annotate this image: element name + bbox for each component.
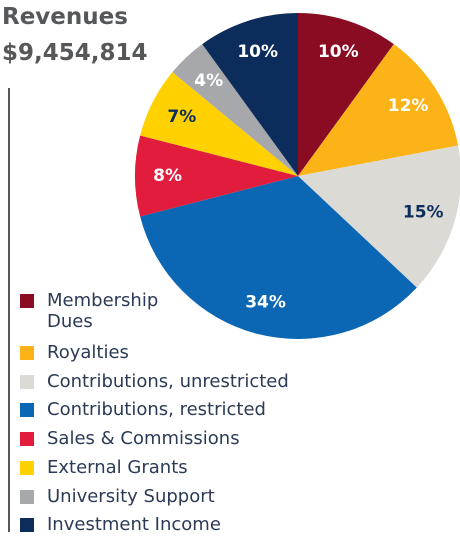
- legend-item: Contributions, unrestricted: [20, 371, 289, 392]
- legend-label: Sales & Commissions: [47, 428, 240, 449]
- legend-label: Membership Dues: [47, 290, 159, 332]
- chart-subtitle: $9,454,814: [2, 40, 148, 66]
- slice-label: 34%: [245, 292, 286, 312]
- legend-item: Contributions, restricted: [20, 399, 266, 420]
- pie-slice: [172, 44, 298, 176]
- pie-slice: [298, 13, 394, 176]
- slice-label: 12%: [388, 96, 429, 116]
- legend-label: External Grants: [47, 457, 188, 478]
- legend-swatch: [20, 461, 34, 475]
- legend-label: Contributions, restricted: [47, 399, 266, 420]
- slice-label: 4%: [194, 71, 223, 91]
- legend-swatch: [20, 403, 34, 417]
- legend-item: Sales & Commissions: [20, 428, 240, 449]
- legend-swatch: [20, 346, 34, 360]
- legend-item: Investment Income: [20, 514, 221, 535]
- legend-swatch: [20, 375, 34, 389]
- slice-label: 10%: [318, 42, 359, 62]
- legend-label: Contributions, unrestricted: [47, 371, 289, 392]
- divider: [8, 88, 10, 532]
- legend-swatch: [20, 294, 34, 308]
- pie-slice: [298, 44, 459, 176]
- chart-title: Revenues: [2, 4, 128, 30]
- legend-swatch: [20, 518, 34, 532]
- pie-slice: [140, 176, 417, 339]
- pie-slice: [135, 135, 298, 217]
- legend-item: External Grants: [20, 457, 188, 478]
- pie-slice: [202, 12, 298, 176]
- slice-label: 7%: [167, 107, 196, 127]
- slice-label: 10%: [237, 42, 278, 62]
- legend-label: Investment Income: [47, 514, 221, 535]
- legend-item: University Support: [20, 486, 215, 507]
- legend-item: Royalties: [20, 342, 129, 363]
- slice-label: 8%: [153, 166, 182, 186]
- legend-swatch: [20, 432, 34, 446]
- pie-slice: [298, 145, 460, 288]
- legend-item: Membership Dues: [20, 290, 180, 332]
- pie-slice: [140, 72, 298, 176]
- legend-swatch: [20, 490, 34, 504]
- legend-label: University Support: [47, 486, 215, 507]
- slice-label: 15%: [403, 202, 444, 222]
- legend-label: Royalties: [47, 342, 129, 363]
